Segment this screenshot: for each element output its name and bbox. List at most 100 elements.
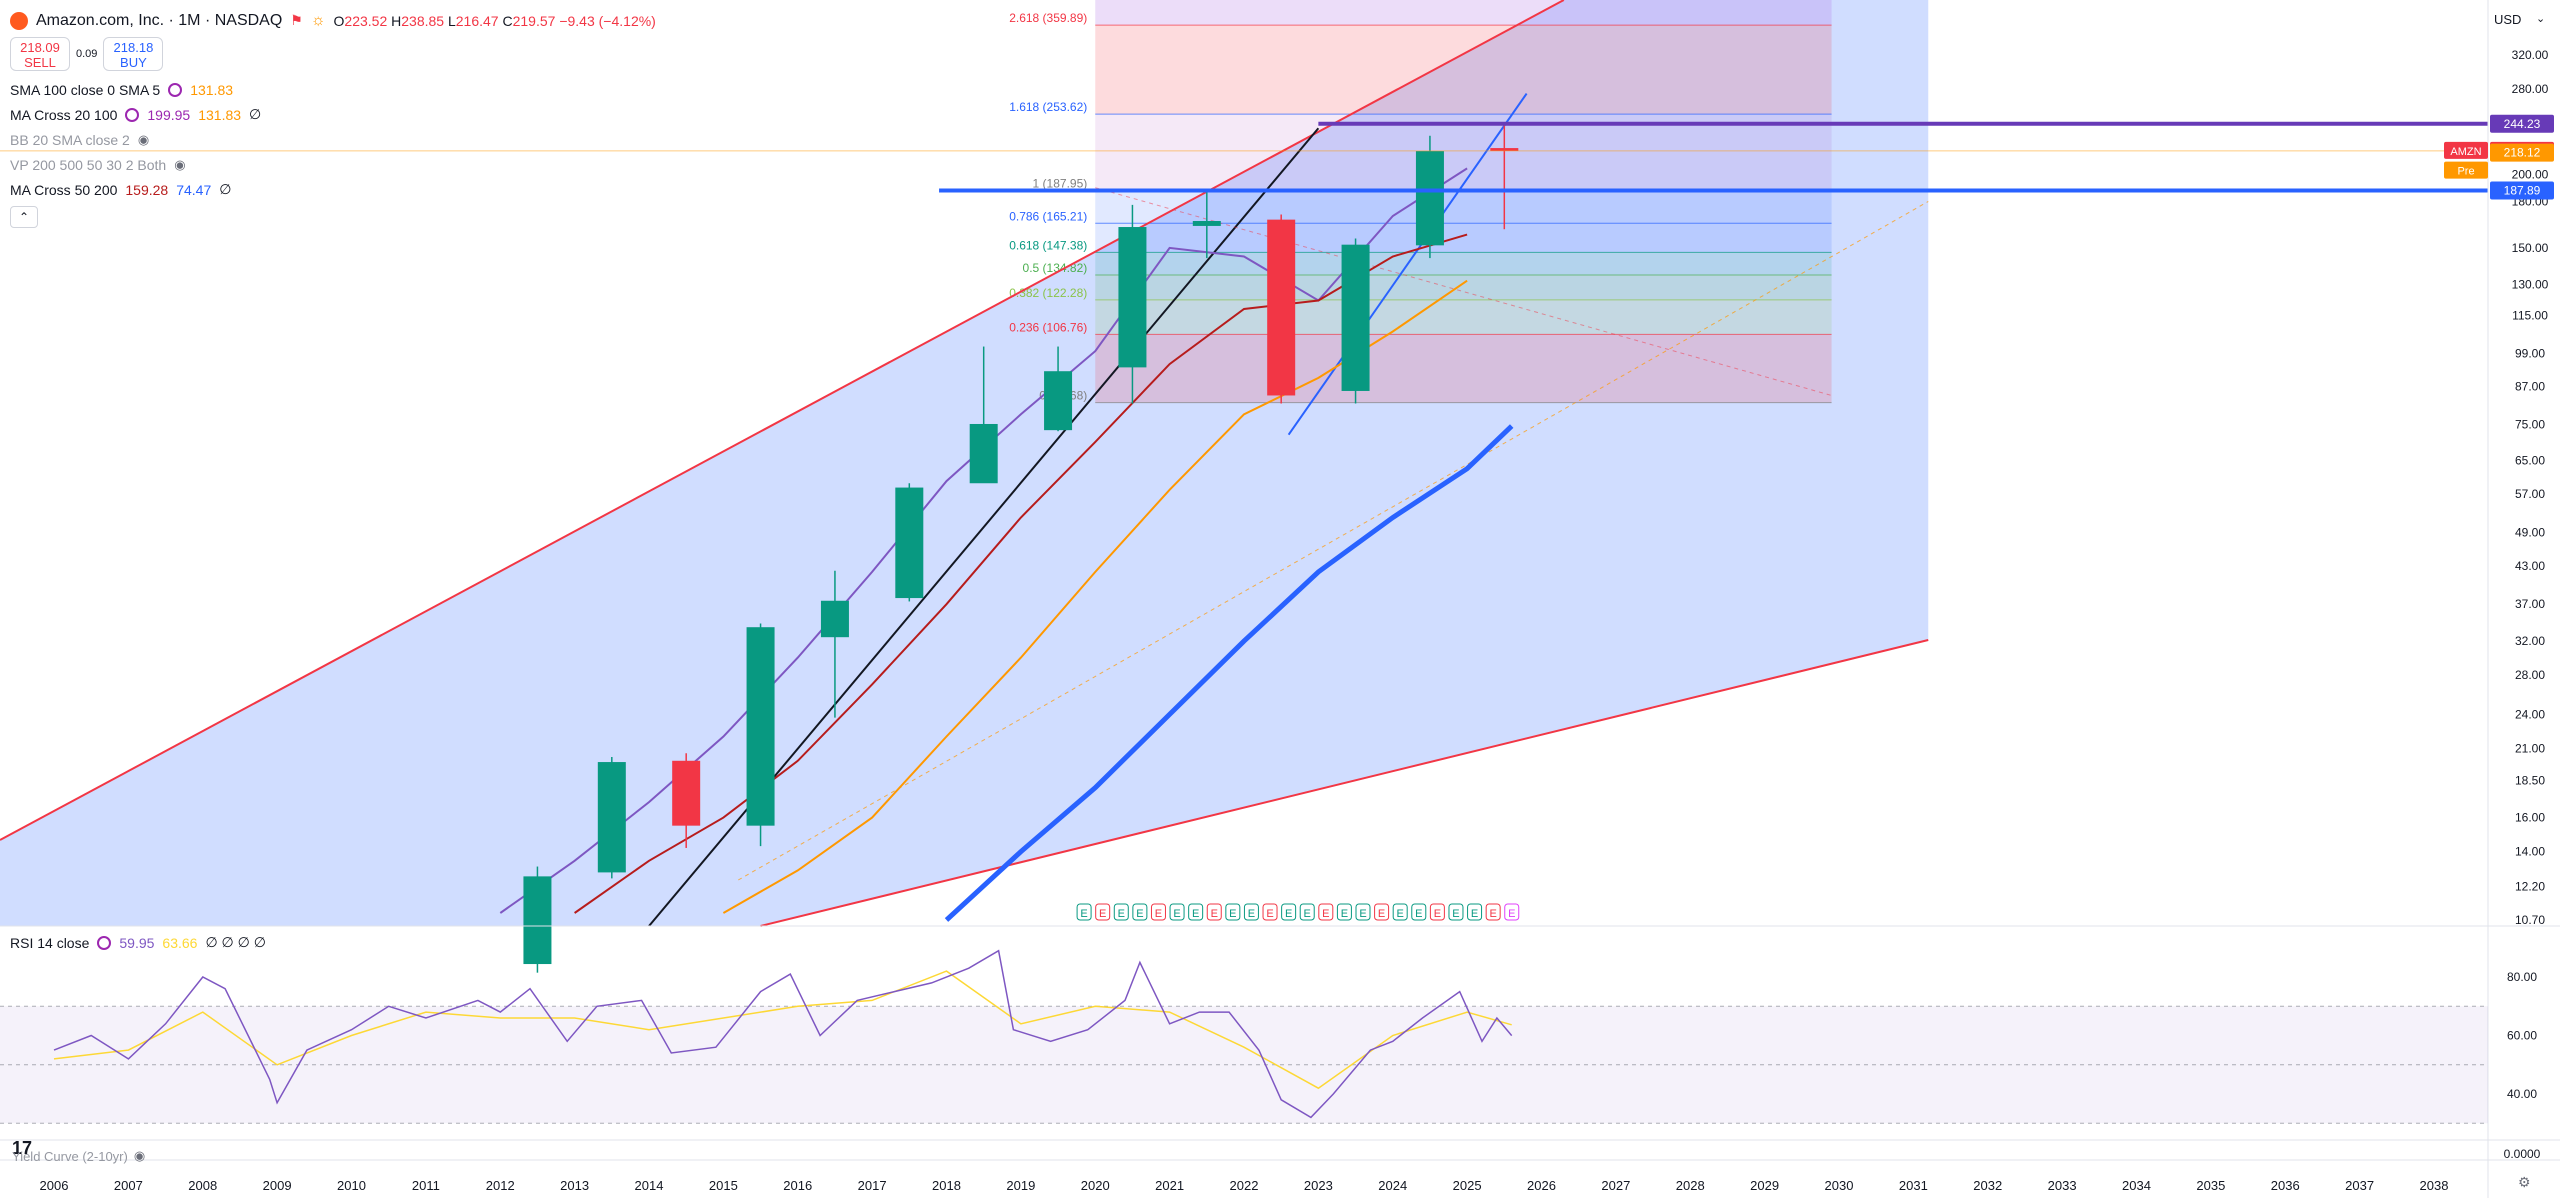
candle-body[interactable] (1044, 371, 1072, 430)
indicator-name[interactable]: VP 200 500 50 30 2 Both (10, 157, 166, 173)
indicator-row: SMA 100 close 0 SMA 5 131.83 (10, 77, 656, 102)
hidden-eye-icon[interactable]: ◉ (174, 157, 185, 173)
market-hours-icon: ☼ (311, 12, 326, 30)
indicator-row: BB 20 SMA close 2 ◉ (10, 127, 656, 152)
candle-body[interactable] (1416, 151, 1444, 245)
indicator-settings-icon[interactable] (97, 936, 111, 950)
price-axis-tick: 87.00 (2515, 380, 2545, 394)
earnings-marker-label: E (1452, 908, 1459, 920)
fib-top-zone (1095, 0, 1831, 25)
earnings-marker-label: E (1471, 908, 1478, 920)
eye-icon[interactable]: ◉ (134, 1148, 145, 1164)
chart-legend: Amazon.com, Inc. · 1M · NASDAQ ⚑ ☼ O223.… (10, 8, 656, 228)
indicator-list: SMA 100 close 0 SMA 5 131.83 MA Cross 20 1… (10, 77, 656, 202)
flag-icon[interactable]: ⚑ (290, 12, 303, 29)
indicator-value: 159.28 (125, 182, 168, 198)
candle-body[interactable] (970, 424, 998, 483)
earnings-marker-label: E (1304, 908, 1311, 920)
time-axis-tick: 2023 (1304, 1178, 1333, 1193)
earnings-marker-label: E (1099, 908, 1106, 920)
indicator-settings-icon[interactable] (168, 83, 182, 97)
earnings-marker-label: E (1489, 908, 1496, 920)
time-axis-tick: 2031 (1899, 1178, 1928, 1193)
time-axis-tick: 2010 (337, 1178, 366, 1193)
rsi-extra-values: ∅ ∅ ∅ ∅ (205, 934, 265, 951)
collapse-legend-button[interactable]: ⌃ (10, 206, 38, 228)
amazon-logo-icon (10, 12, 28, 30)
time-axis-tick: 2025 (1453, 1178, 1482, 1193)
indicator-settings-icon[interactable] (125, 108, 139, 122)
fib-band (1095, 25, 1831, 114)
symbol-row: Amazon.com, Inc. · 1M · NASDAQ ⚑ ☼ O223.… (10, 8, 656, 33)
price-axis-tick: 32.00 (2515, 634, 2545, 648)
yield-curve-name[interactable]: Yield Curve (2-10yr) (12, 1149, 128, 1164)
indicator-name[interactable]: MA Cross 20 100 (10, 107, 117, 123)
time-axis-tick: 2021 (1155, 1178, 1184, 1193)
time-axis-tick: 2027 (1601, 1178, 1630, 1193)
rsi-axis-tick: 60.00 (2507, 1029, 2537, 1043)
fib-level-label: 2.618 (359.89) (1009, 11, 1087, 25)
candle-body[interactable] (1267, 220, 1295, 396)
earnings-marker-label: E (1285, 908, 1292, 920)
buy-button[interactable]: 218.18 BUY (103, 37, 163, 71)
candle-body[interactable] (1193, 221, 1221, 226)
earnings-marker-label: E (1322, 908, 1329, 920)
price-axis-tick: 99.00 (2515, 347, 2545, 361)
price-axis-tick: 280.00 (2512, 82, 2549, 96)
indicator-name[interactable]: MA Cross 50 200 (10, 182, 117, 198)
indicator-value: 131.83 (198, 107, 241, 123)
price-axis-tick: 43.00 (2515, 559, 2545, 573)
rsi-value: 59.95 (119, 935, 154, 951)
candle-body[interactable] (672, 761, 700, 826)
currency-selector[interactable]: USD (2494, 12, 2521, 27)
candle-body[interactable] (1118, 227, 1146, 367)
fib-band (1095, 334, 1831, 402)
indicator-name[interactable]: BB 20 SMA close 2 (10, 132, 130, 148)
fib-level-label: 0.618 (147.38) (1009, 238, 1087, 252)
time-axis-tick: 2036 (2271, 1178, 2300, 1193)
rsi-name[interactable]: RSI 14 close (10, 935, 89, 951)
gear-icon[interactable]: ⚙ (2518, 1174, 2531, 1191)
candle-body[interactable] (747, 627, 775, 825)
earnings-marker-label: E (1248, 908, 1255, 920)
candle-body[interactable] (895, 488, 923, 598)
time-axis-tick: 2026 (1527, 1178, 1556, 1193)
price-axis-tick: 115.00 (2512, 309, 2548, 323)
time-axis-tick: 2009 (263, 1178, 292, 1193)
price-axis-tick: 75.00 (2515, 417, 2545, 431)
time-axis-tick: 2013 (560, 1178, 589, 1193)
price-axis-tick: 21.00 (2515, 741, 2545, 755)
indicator-value: 131.83 (190, 82, 233, 98)
time-axis-tick: 2012 (486, 1178, 515, 1193)
time-axis-tick: 2037 (2345, 1178, 2374, 1193)
time-axis-tick: 2034 (2122, 1178, 2151, 1193)
time-axis-tick: 2022 (1230, 1178, 1259, 1193)
candle-body[interactable] (821, 601, 849, 637)
sell-button[interactable]: 218.09 SELL (10, 37, 70, 71)
candle-body[interactable] (598, 762, 626, 872)
fib-band (1095, 275, 1831, 300)
fib-level-label: 0.382 (122.28) (1009, 286, 1087, 300)
symbol-title[interactable]: Amazon.com, Inc. · 1M · NASDAQ (36, 12, 282, 30)
candle-body[interactable] (1342, 245, 1370, 391)
time-axis-tick: 2016 (783, 1178, 812, 1193)
indicator-row: MA Cross 20 100 199.95 131.83 ∅ (10, 102, 656, 127)
price-axis-tick: 18.50 (2515, 774, 2545, 788)
time-axis-tick: 2035 (2196, 1178, 2225, 1193)
chevron-down-icon[interactable]: ⌄ (2536, 12, 2545, 25)
earnings-marker-label: E (1378, 908, 1385, 920)
indicator-value: 74.47 (176, 182, 211, 198)
candle-body[interactable] (523, 876, 551, 964)
time-axis-tick: 2018 (932, 1178, 961, 1193)
time-axis-tick: 2032 (1973, 1178, 2002, 1193)
earnings-marker-label: E (1211, 908, 1218, 920)
earnings-marker-label: E (1173, 908, 1180, 920)
time-axis-tick: 2014 (635, 1178, 664, 1193)
fib-level-label: 1 (187.95) (1033, 176, 1088, 190)
ohlc-values: O223.52 H238.85 L216.47 C219.57 −9.43 (−… (334, 13, 656, 29)
indicator-name[interactable]: SMA 100 close 0 SMA 5 (10, 82, 160, 98)
earnings-marker-label: E (1434, 908, 1441, 920)
price-axis-tick: 150.00 (2512, 241, 2549, 255)
hidden-eye-icon[interactable]: ◉ (138, 132, 149, 148)
earnings-marker-label: E (1341, 908, 1348, 920)
